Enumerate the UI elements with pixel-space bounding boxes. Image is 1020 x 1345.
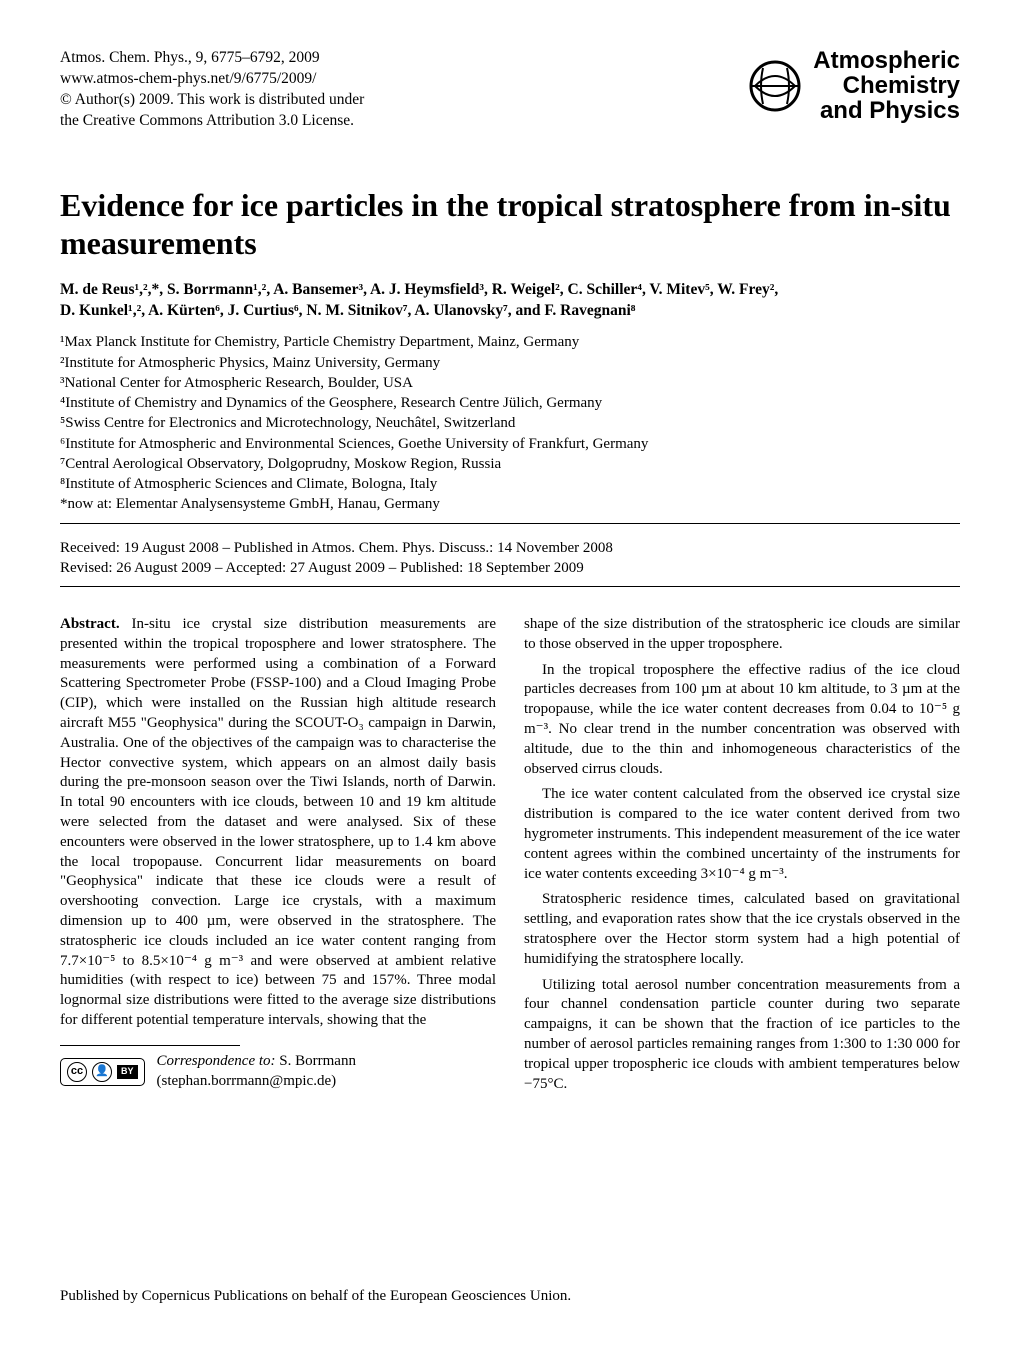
abstract-right-p2: In the tropical troposphere the effectiv… bbox=[524, 661, 960, 780]
affiliation-6: ⁶Institute for Atmospheric and Environme… bbox=[60, 434, 960, 454]
affiliation-1: ¹Max Planck Institute for Chemistry, Par… bbox=[60, 332, 960, 352]
divider bbox=[60, 586, 960, 587]
by-icon: 👤 bbox=[92, 1062, 112, 1082]
affiliation-2: ²Institute for Atmospheric Physics, Main… bbox=[60, 353, 960, 373]
logo-text-line3: and Physics bbox=[813, 98, 960, 123]
logo-text-line1: Atmospheric bbox=[813, 48, 960, 73]
abstract-text-left: In-situ ice crystal size distribution me… bbox=[60, 616, 496, 1028]
journal-citation: Atmos. Chem. Phys., 9, 6775–6792, 2009 bbox=[60, 48, 364, 69]
left-column: Abstract. In-situ ice crystal size distr… bbox=[60, 615, 496, 1100]
divider bbox=[60, 523, 960, 524]
correspondence-divider bbox=[60, 1045, 240, 1046]
right-column: shape of the size distribution of the st… bbox=[524, 615, 960, 1100]
correspondence-name: S. Borrmann bbox=[276, 1053, 356, 1069]
footer-publisher: Published by Copernicus Publications on … bbox=[60, 1288, 571, 1305]
authors-line-1: M. de Reus¹,²,*, S. Borrmann¹,², A. Bans… bbox=[60, 280, 960, 301]
affiliations: ¹Max Planck Institute for Chemistry, Par… bbox=[60, 332, 960, 514]
cc-icon: cc bbox=[67, 1062, 87, 1082]
correspondence-block: cc 👤 BY Correspondence to: S. Borrmann (… bbox=[60, 1052, 496, 1092]
affiliation-now-at: *now at: Elementar Analysensysteme GmbH,… bbox=[60, 494, 960, 514]
cc-by-badge: cc 👤 BY bbox=[60, 1058, 145, 1086]
logo-text-line2: Chemistry bbox=[813, 73, 960, 98]
abstract-label: Abstract. bbox=[60, 616, 120, 632]
abstract-right-p5: Utilizing total aerosol number concentra… bbox=[524, 976, 960, 1095]
dates-line-2: Revised: 26 August 2009 – Accepted: 27 A… bbox=[60, 558, 960, 578]
abstract-right-p3: The ice water content calculated from th… bbox=[524, 785, 960, 884]
correspondence-text: Correspondence to: S. Borrmann (stephan.… bbox=[157, 1052, 356, 1092]
journal-license: the Creative Commons Attribution 3.0 Lic… bbox=[60, 111, 364, 132]
journal-copyright: © Author(s) 2009. This work is distribut… bbox=[60, 90, 364, 111]
affiliation-4: ⁴Institute of Chemistry and Dynamics of … bbox=[60, 393, 960, 413]
article-title: Evidence for ice particles in the tropic… bbox=[60, 186, 960, 263]
by-label: BY bbox=[117, 1065, 138, 1079]
journal-url: www.atmos-chem-phys.net/9/6775/2009/ bbox=[60, 69, 364, 90]
publication-dates: Received: 19 August 2008 – Published in … bbox=[60, 538, 960, 579]
authors-line-2: D. Kunkel¹,², A. Kürten⁶, J. Curtius⁶, N… bbox=[60, 301, 960, 322]
affiliation-7: ⁷Central Aerological Observatory, Dolgop… bbox=[60, 454, 960, 474]
abstract-paragraph: Abstract. In-situ ice crystal size distr… bbox=[60, 615, 496, 1031]
dates-line-1: Received: 19 August 2008 – Published in … bbox=[60, 538, 960, 558]
abstract-right-p1: shape of the size distribution of the st… bbox=[524, 615, 960, 655]
affiliation-3: ³National Center for Atmospheric Researc… bbox=[60, 373, 960, 393]
correspondence-email: (stephan.borrmann@mpic.de) bbox=[157, 1073, 337, 1089]
affiliation-5: ⁵Swiss Centre for Electronics and Microt… bbox=[60, 413, 960, 433]
journal-logo: Atmospheric Chemistry and Physics bbox=[747, 48, 960, 124]
journal-logo-icon bbox=[747, 58, 803, 114]
author-list: M. de Reus¹,²,*, S. Borrmann¹,², A. Bans… bbox=[60, 280, 960, 322]
abstract-right-p4: Stratospheric residence times, calculate… bbox=[524, 890, 960, 969]
affiliation-8: ⁸Institute of Atmospheric Sciences and C… bbox=[60, 474, 960, 494]
correspondence-label: Correspondence to: bbox=[157, 1053, 276, 1069]
journal-meta: Atmos. Chem. Phys., 9, 6775–6792, 2009 w… bbox=[60, 48, 364, 132]
